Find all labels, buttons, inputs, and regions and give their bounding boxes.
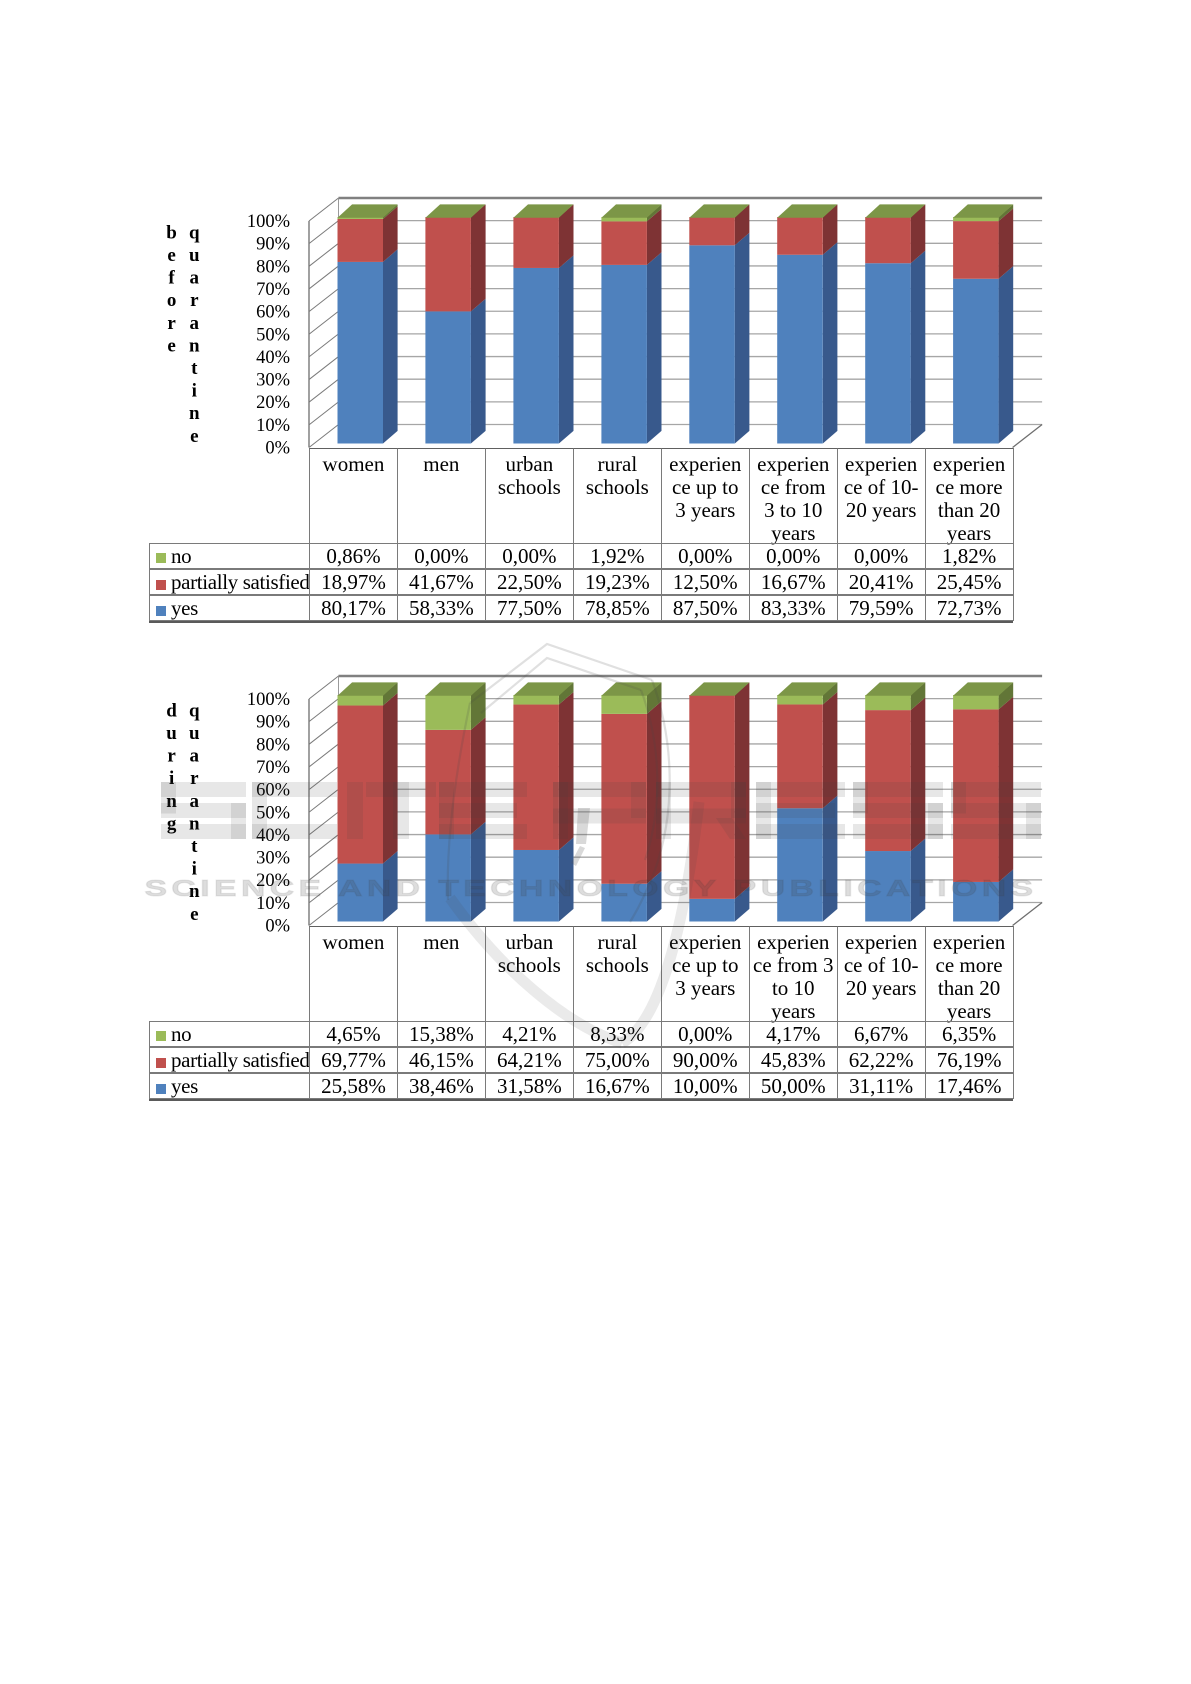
svg-text:i: i xyxy=(192,859,197,880)
svg-text:g: g xyxy=(167,813,177,834)
svg-text:20%: 20% xyxy=(256,393,290,413)
svg-text:60%: 60% xyxy=(256,781,290,801)
svg-text:t: t xyxy=(191,836,198,857)
svg-text:40%: 40% xyxy=(256,348,290,368)
svg-text:30%: 30% xyxy=(256,849,290,869)
svg-text:30%: 30% xyxy=(256,371,290,391)
svg-text:a: a xyxy=(190,268,200,289)
svg-text:40%: 40% xyxy=(256,826,290,846)
svg-text:100%: 100% xyxy=(247,212,290,232)
svg-text:a: a xyxy=(190,746,200,767)
svg-text:0%: 0% xyxy=(265,439,290,459)
svg-text:80%: 80% xyxy=(256,257,290,277)
svg-text:d: d xyxy=(166,700,177,721)
svg-text:80%: 80% xyxy=(256,735,290,755)
svg-text:o: o xyxy=(167,290,177,311)
svg-text:90%: 90% xyxy=(256,713,290,733)
svg-text:u: u xyxy=(166,723,177,744)
svg-text:e: e xyxy=(167,335,175,356)
svg-text:u: u xyxy=(189,723,200,744)
svg-text:SCIENCE AND TECHNOLOGY PUBLICA: SCIENCE AND TECHNOLOGY PUBLICATIONS xyxy=(145,876,1038,901)
svg-text:e: e xyxy=(190,426,198,447)
svg-text:100%: 100% xyxy=(247,690,290,710)
svg-text:t: t xyxy=(191,358,198,379)
svg-text:n: n xyxy=(189,403,200,424)
svg-text:50%: 50% xyxy=(256,325,290,345)
svg-text:90%: 90% xyxy=(256,235,290,255)
svg-text:10%: 10% xyxy=(256,894,290,914)
svg-text:50%: 50% xyxy=(256,803,290,823)
svg-text:f: f xyxy=(168,268,175,289)
svg-text:i: i xyxy=(169,768,174,789)
svg-text:r: r xyxy=(190,768,199,789)
svg-text:b: b xyxy=(166,222,177,243)
svg-text:e: e xyxy=(190,904,198,925)
svg-text:n: n xyxy=(189,813,200,834)
svg-text:q: q xyxy=(189,700,200,721)
svg-text:70%: 70% xyxy=(256,758,290,778)
svg-text:n: n xyxy=(189,335,200,356)
svg-text:0%: 0% xyxy=(265,917,290,937)
svg-text:70%: 70% xyxy=(256,280,290,300)
svg-text:r: r xyxy=(167,746,176,767)
svg-text:e: e xyxy=(167,245,175,266)
svg-text:10%: 10% xyxy=(256,416,290,436)
svg-text:u: u xyxy=(189,245,200,266)
svg-text:r: r xyxy=(167,313,176,334)
svg-text:n: n xyxy=(166,791,177,812)
svg-text:r: r xyxy=(190,290,199,311)
svg-text:60%: 60% xyxy=(256,303,290,323)
svg-text:a: a xyxy=(190,791,200,812)
svg-text:a: a xyxy=(190,313,200,334)
svg-text:q: q xyxy=(189,222,200,243)
svg-text:20%: 20% xyxy=(256,871,290,891)
svg-text:n: n xyxy=(189,881,200,902)
svg-text:i: i xyxy=(192,381,197,402)
